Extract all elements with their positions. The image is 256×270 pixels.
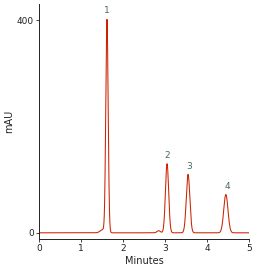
Text: 2: 2 <box>164 151 170 160</box>
Text: 3: 3 <box>186 162 192 171</box>
Text: 4: 4 <box>224 182 230 191</box>
Y-axis label: mAU: mAU <box>4 110 14 133</box>
X-axis label: Minutes: Minutes <box>125 256 163 266</box>
Text: 1: 1 <box>104 6 110 15</box>
